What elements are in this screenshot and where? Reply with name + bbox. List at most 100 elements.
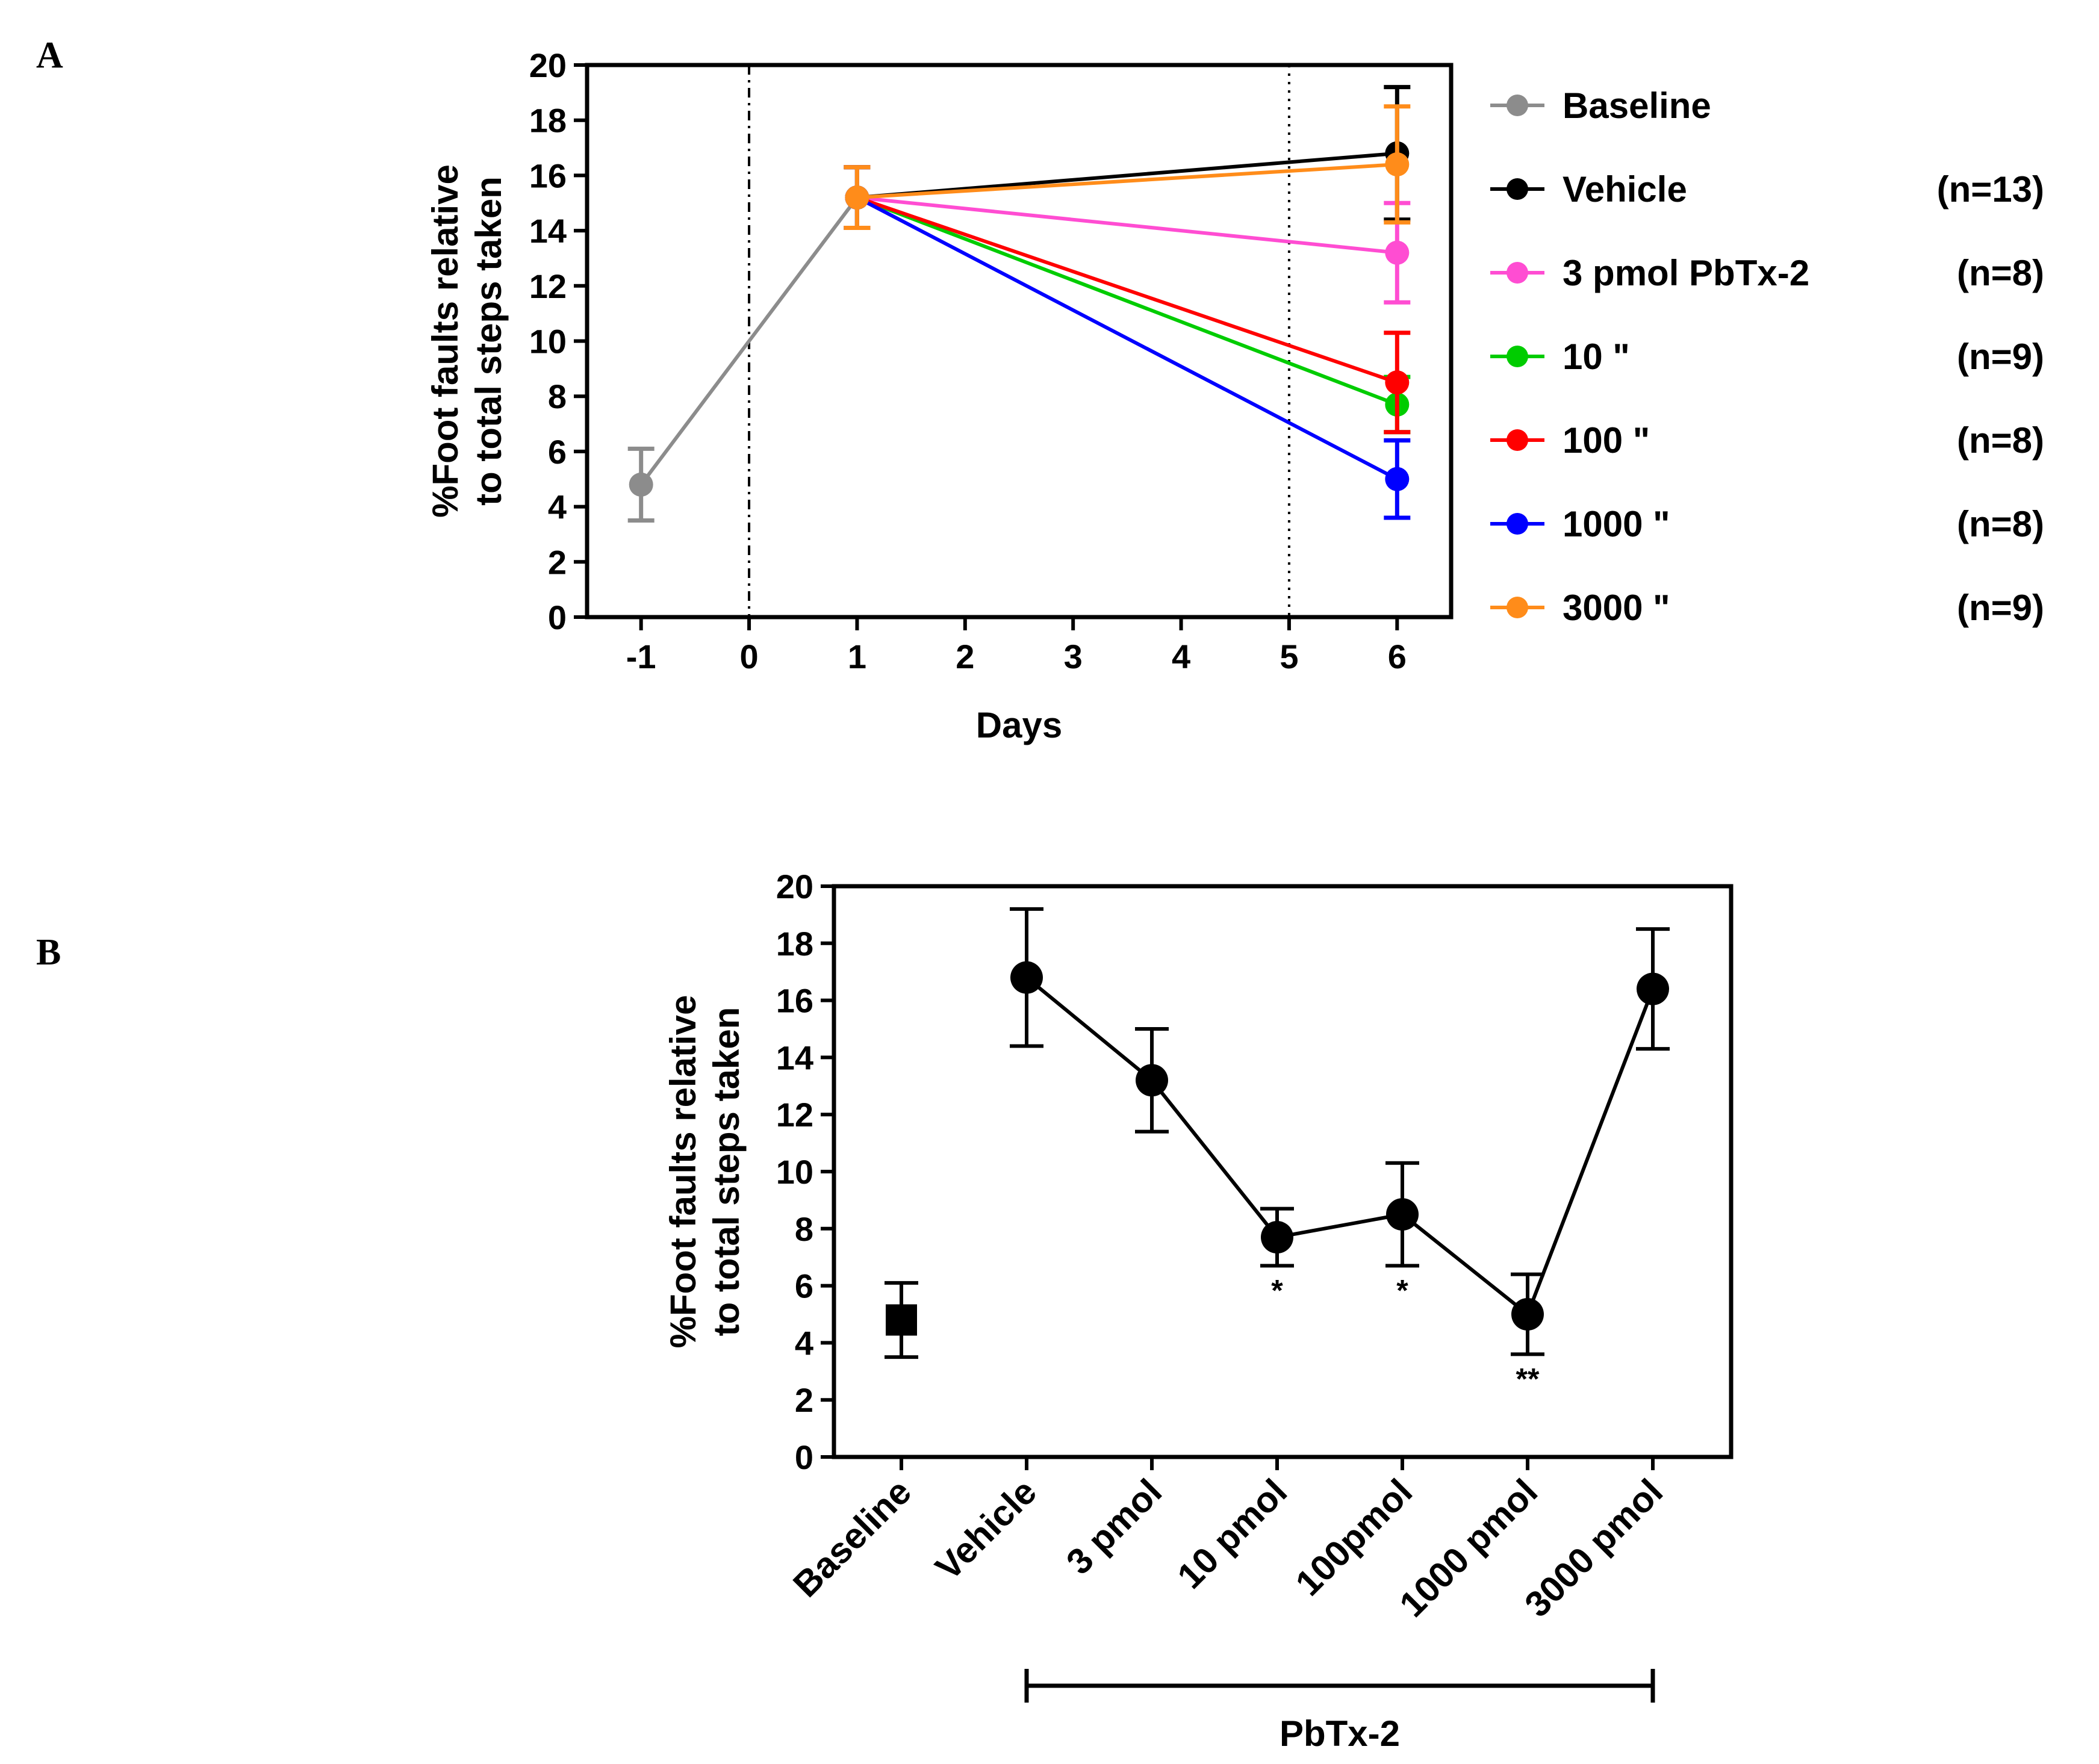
- y-tick-label: 6: [548, 433, 567, 471]
- y-tick-label: 2: [548, 543, 567, 581]
- y-tick-label: 0: [795, 1438, 813, 1476]
- data-point: [1385, 370, 1410, 395]
- series-0: [627, 165, 871, 523]
- y-tick-label: 20: [529, 46, 567, 84]
- point-0: [885, 1281, 918, 1359]
- legend-label: 3 pmol PbTx-2: [1563, 253, 1809, 293]
- x-tick-label: 1: [848, 638, 866, 675]
- series-line: [857, 196, 1398, 255]
- series-3: [844, 165, 1411, 435]
- y-axis-label: %Foot faults relative to total steps take…: [425, 164, 509, 518]
- point-1: [1010, 907, 1043, 1048]
- x-tick-label: 5: [1280, 638, 1298, 675]
- series-6: [844, 104, 1411, 231]
- y-axis-label-line: to total steps taken: [706, 1007, 747, 1337]
- y-tick-label: 10: [529, 323, 567, 361]
- legend-n-label: (n=9): [1957, 337, 2044, 377]
- point-4: *: [1385, 1161, 1419, 1307]
- x-tick-label: Vehicle: [928, 1471, 1045, 1588]
- legend-label: Vehicle: [1563, 169, 1687, 210]
- data-point: [1385, 240, 1410, 265]
- x-tick-label: 4: [1172, 638, 1190, 675]
- significance-marker: *: [1271, 1273, 1283, 1307]
- legend-n-label: (n=8): [1957, 253, 2044, 293]
- bracket-label: PbTx-2: [1280, 1713, 1400, 1754]
- legend-marker: [1507, 429, 1528, 451]
- plot-frame: [585, 63, 1454, 620]
- legend-item-5: 1000 " (n=8): [1490, 504, 2044, 544]
- y-tick-label: 18: [529, 102, 567, 140]
- x-tick-label: Baseline: [785, 1471, 919, 1605]
- legend-item-4: 100 " (n=8): [1490, 420, 2044, 461]
- y-tick-label: 2: [795, 1381, 813, 1419]
- legend-label: 100 ": [1563, 420, 1650, 461]
- x-tick-label: -1: [626, 638, 656, 675]
- y-tick-label: 16: [776, 982, 813, 1020]
- x-tick-label: 0: [739, 638, 758, 675]
- point-3: *: [1260, 1207, 1294, 1307]
- y-tick-label: 0: [548, 598, 567, 636]
- data-point: [629, 472, 653, 497]
- y-tick-label: 6: [795, 1267, 813, 1305]
- data-point: [1637, 972, 1669, 1005]
- legend-marker: [1507, 95, 1528, 116]
- x-tick-label: 3000 pmol: [1517, 1471, 1670, 1625]
- legend-label: 1000 ": [1563, 504, 1670, 544]
- legend-item-1: Vehicle (n=13): [1490, 169, 2044, 210]
- legend-marker: [1507, 346, 1528, 367]
- legend-label: Baseline: [1563, 85, 1711, 126]
- legend-marker: [1507, 262, 1528, 284]
- legend-n-label: (n=8): [1957, 504, 2044, 544]
- point-5: **: [1511, 1272, 1544, 1396]
- series-line: [857, 151, 1398, 200]
- y-tick-label: 8: [795, 1210, 813, 1248]
- y-tick-label: 8: [548, 377, 567, 415]
- series-line: [857, 163, 1398, 200]
- chart-b: 0 2 4 6 8 10 12 14 16 18 20 %Foot faults relative to…: [663, 868, 1734, 1754]
- y-tick-label: 12: [529, 267, 567, 305]
- legend-n-label: (n=9): [1957, 588, 2044, 628]
- series-5: [844, 165, 1411, 520]
- panel-b-letter: B: [36, 932, 61, 973]
- point-2: [1135, 1027, 1169, 1134]
- series-line: [1025, 976, 1655, 1317]
- data-point: [1511, 1298, 1544, 1331]
- x-tick-label: 6: [1388, 638, 1407, 675]
- significance-marker: **: [1516, 1362, 1540, 1396]
- legend-label: 3000 ": [1563, 588, 1670, 628]
- legend-marker: [1507, 513, 1528, 535]
- data-point-square: [886, 1304, 917, 1336]
- point-6: [1636, 927, 1670, 1051]
- x-tick-label: 3: [1064, 638, 1083, 675]
- y-axis-label-line: %Foot faults relative: [663, 995, 703, 1349]
- x-axis-label: Days: [976, 705, 1062, 745]
- series-1: [844, 85, 1411, 231]
- significance-marker: *: [1396, 1273, 1408, 1307]
- panel-a-letter: A: [36, 35, 63, 76]
- y-tick-label: 18: [776, 925, 813, 963]
- y-tick-label: 10: [776, 1153, 813, 1191]
- legend-item-0: Baseline: [1490, 85, 1711, 126]
- legend-n-label: (n=13): [1937, 169, 2044, 210]
- y-axis-label: %Foot faults relative to total steps take…: [663, 995, 747, 1349]
- y-tick-label: 4: [795, 1324, 813, 1362]
- x-tick-label: 10 pmol: [1169, 1471, 1295, 1597]
- series-line: [856, 196, 1398, 481]
- legend-label: 10 ": [1563, 337, 1630, 377]
- data-point: [1261, 1221, 1293, 1254]
- y-tick-label: 16: [529, 157, 567, 194]
- data-point: [1385, 152, 1410, 177]
- x-tick-label: 3 pmol: [1059, 1471, 1169, 1582]
- series-line: [639, 196, 859, 486]
- y-tick-label: 20: [776, 868, 813, 905]
- y-axis-label-line: %Foot faults relative: [425, 164, 465, 518]
- data-point: [1385, 467, 1410, 491]
- data-point: [1136, 1064, 1168, 1097]
- bracket: PbTx-2: [1024, 1669, 1655, 1754]
- data-point: [1386, 1198, 1419, 1231]
- data-point: [1010, 961, 1043, 994]
- legend-item-2: 3 pmol PbTx-2 (n=8): [1490, 253, 2044, 293]
- series-line: [856, 196, 1398, 406]
